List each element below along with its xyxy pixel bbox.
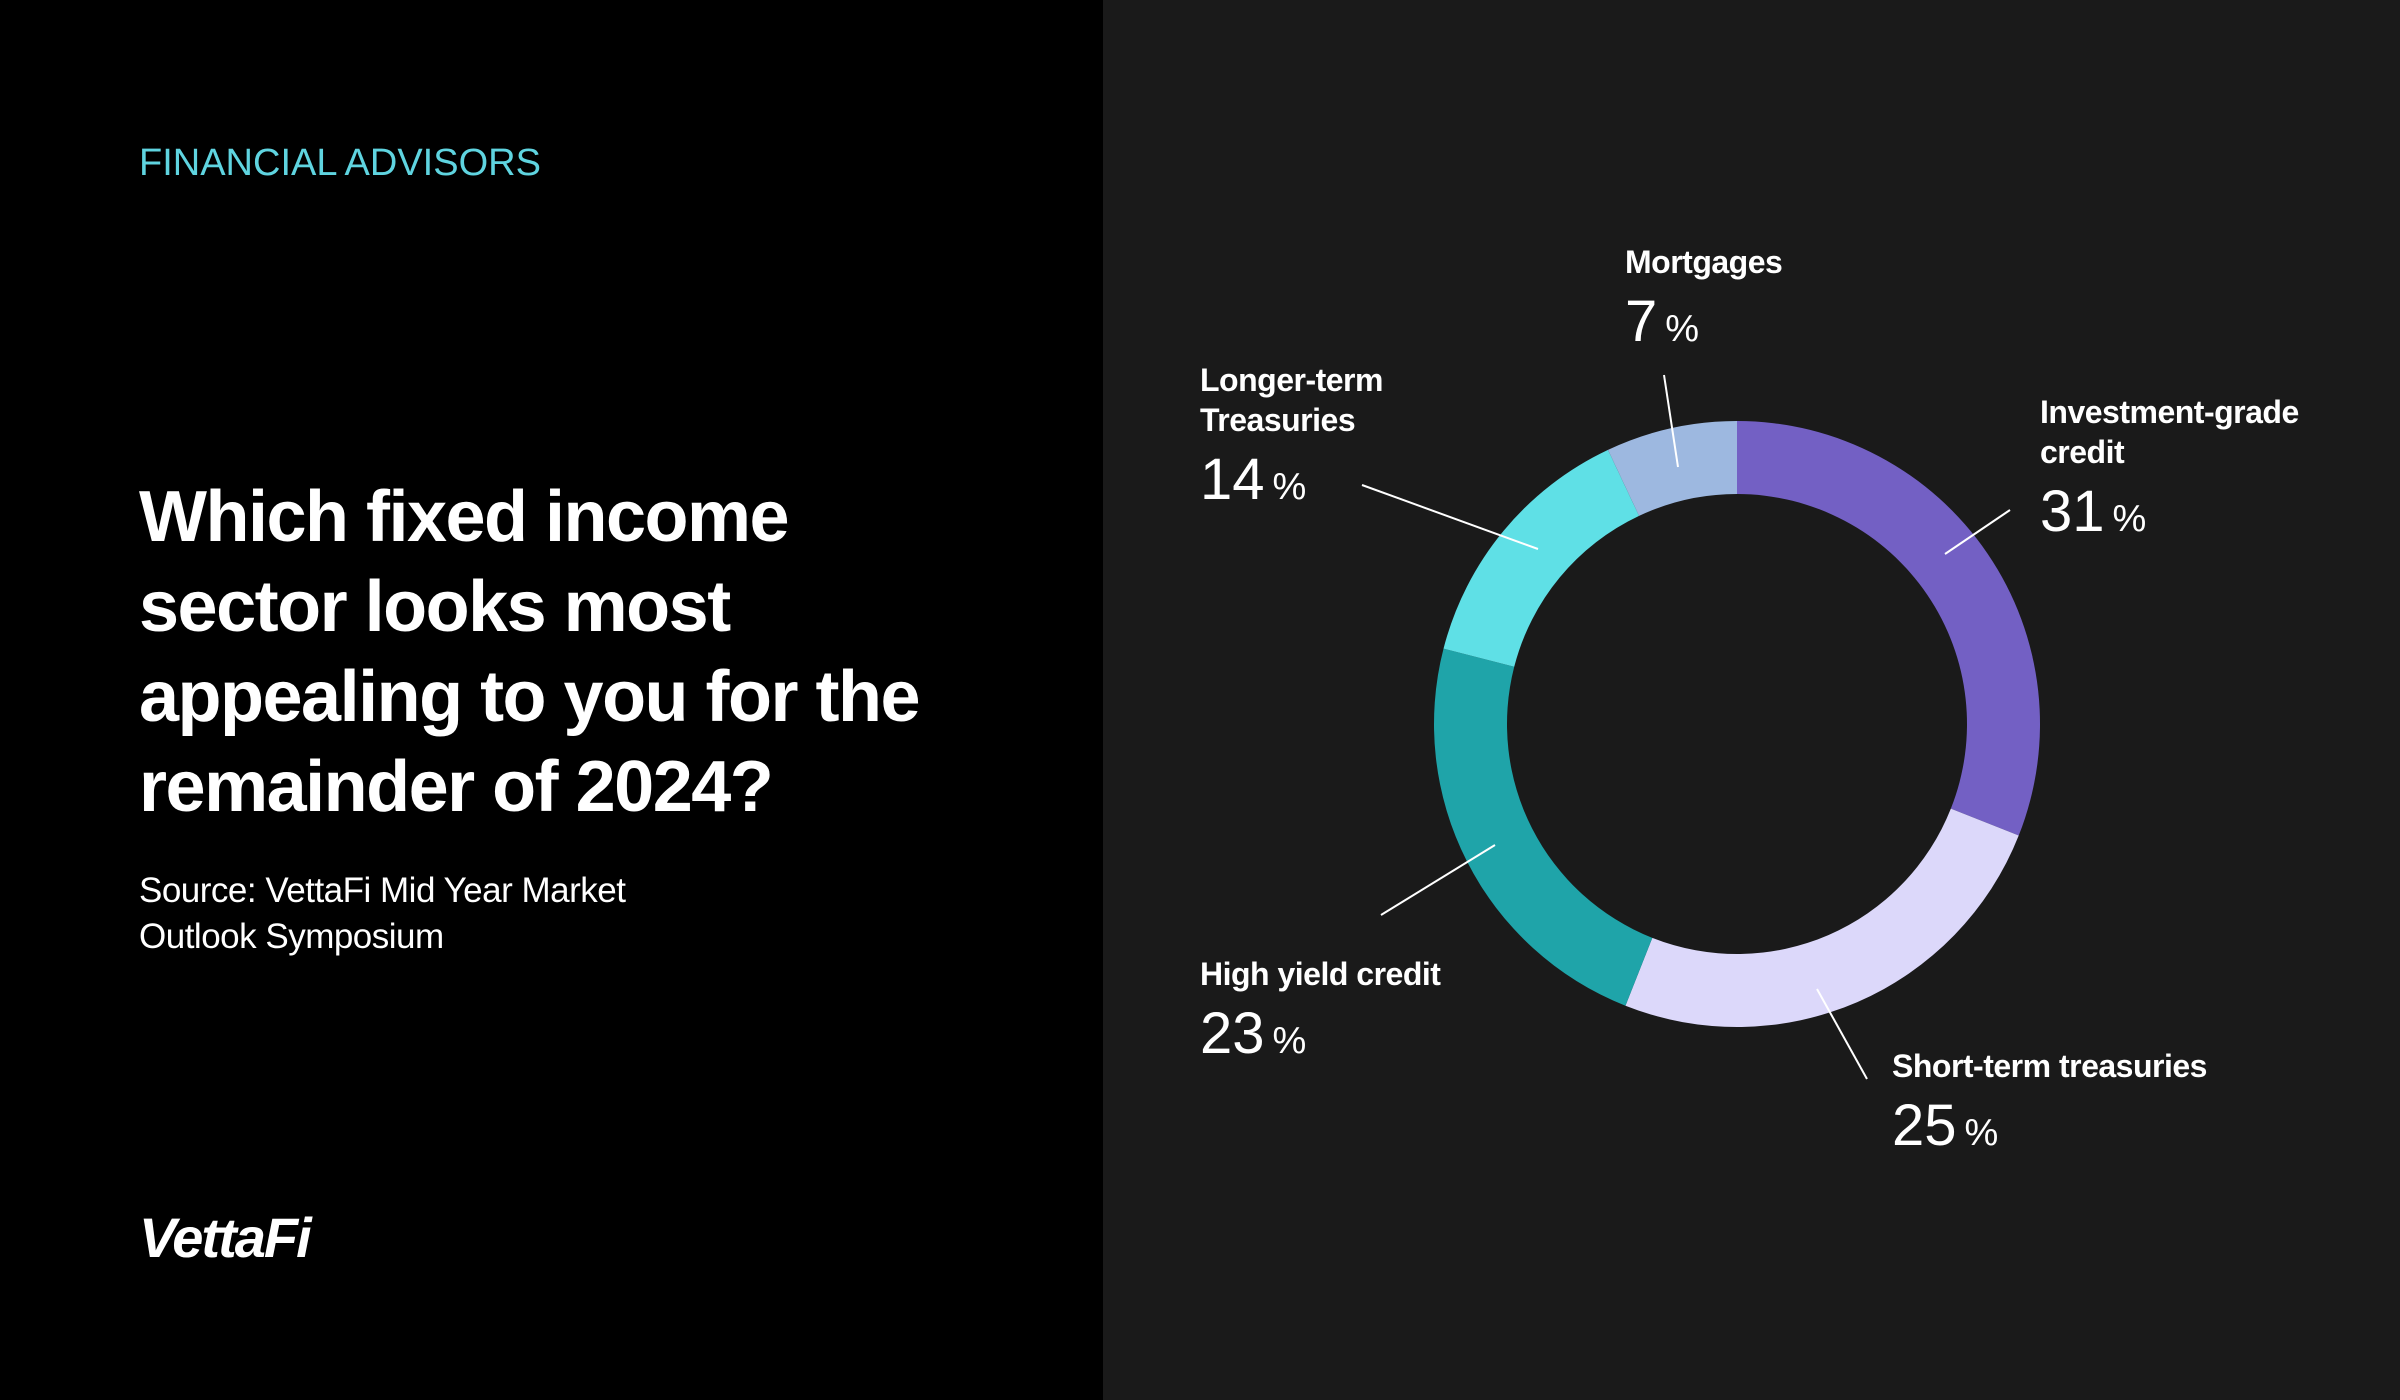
category-name: Short-term treasuries <box>1892 1048 2207 1084</box>
leader-line <box>1816 988 1868 1080</box>
category-name: High yield credit <box>1200 956 1441 992</box>
value-line: 25% <box>1892 1092 2312 1159</box>
value-line: 31% <box>2040 478 2360 545</box>
value-line: 23% <box>1200 1000 1620 1067</box>
value-suffix: % <box>1272 466 1307 508</box>
leader-line <box>1380 844 1496 916</box>
donut-slice <box>1434 648 1653 1006</box>
eyebrow: FINANCIAL ADVISORS <box>139 142 541 184</box>
slice-label: Short-term treasuries 25% <box>1892 1046 2312 1159</box>
leader-line <box>1663 374 1679 468</box>
slice-label: Investment-grade credit 31% <box>2040 392 2360 545</box>
donut-slice <box>1607 421 1737 516</box>
value-label: 31 <box>2040 479 2105 544</box>
value-suffix: % <box>1964 1112 1999 1154</box>
question-title: Which fixed income sector looks most app… <box>139 477 921 827</box>
value-label: 23 <box>1200 1001 1265 1066</box>
category-name: Investment-grade credit <box>2040 394 2299 470</box>
slice-label: Longer-term Treasuries 14% <box>1200 360 1430 513</box>
donut-slice <box>1625 808 2019 1027</box>
leader-line <box>1944 509 2011 555</box>
logo: VettaFi <box>139 1206 312 1269</box>
left-panel <box>0 0 1103 1400</box>
value-label: 25 <box>1892 1093 1957 1158</box>
value-label: 7 <box>1625 289 1658 354</box>
leader-line <box>1361 484 1539 550</box>
value-suffix: % <box>2112 498 2147 540</box>
value-suffix: % <box>1272 1020 1307 1062</box>
value-label: 14 <box>1200 447 1265 512</box>
donut-slice <box>1737 421 2040 836</box>
value-line: 14% <box>1200 446 1430 513</box>
value-suffix: % <box>1665 308 1700 350</box>
category-name: Longer-term Treasuries <box>1200 362 1383 438</box>
donut-slice <box>1443 449 1640 667</box>
value-line: 7% <box>1625 288 1925 355</box>
category-name: Mortgages <box>1625 244 1783 280</box>
slice-label: High yield credit 23% <box>1200 954 1620 1067</box>
slice-label: Mortgages 7% <box>1625 242 1925 355</box>
source: Source: VettaFi Mid Year Market Outlook … <box>139 871 626 956</box>
